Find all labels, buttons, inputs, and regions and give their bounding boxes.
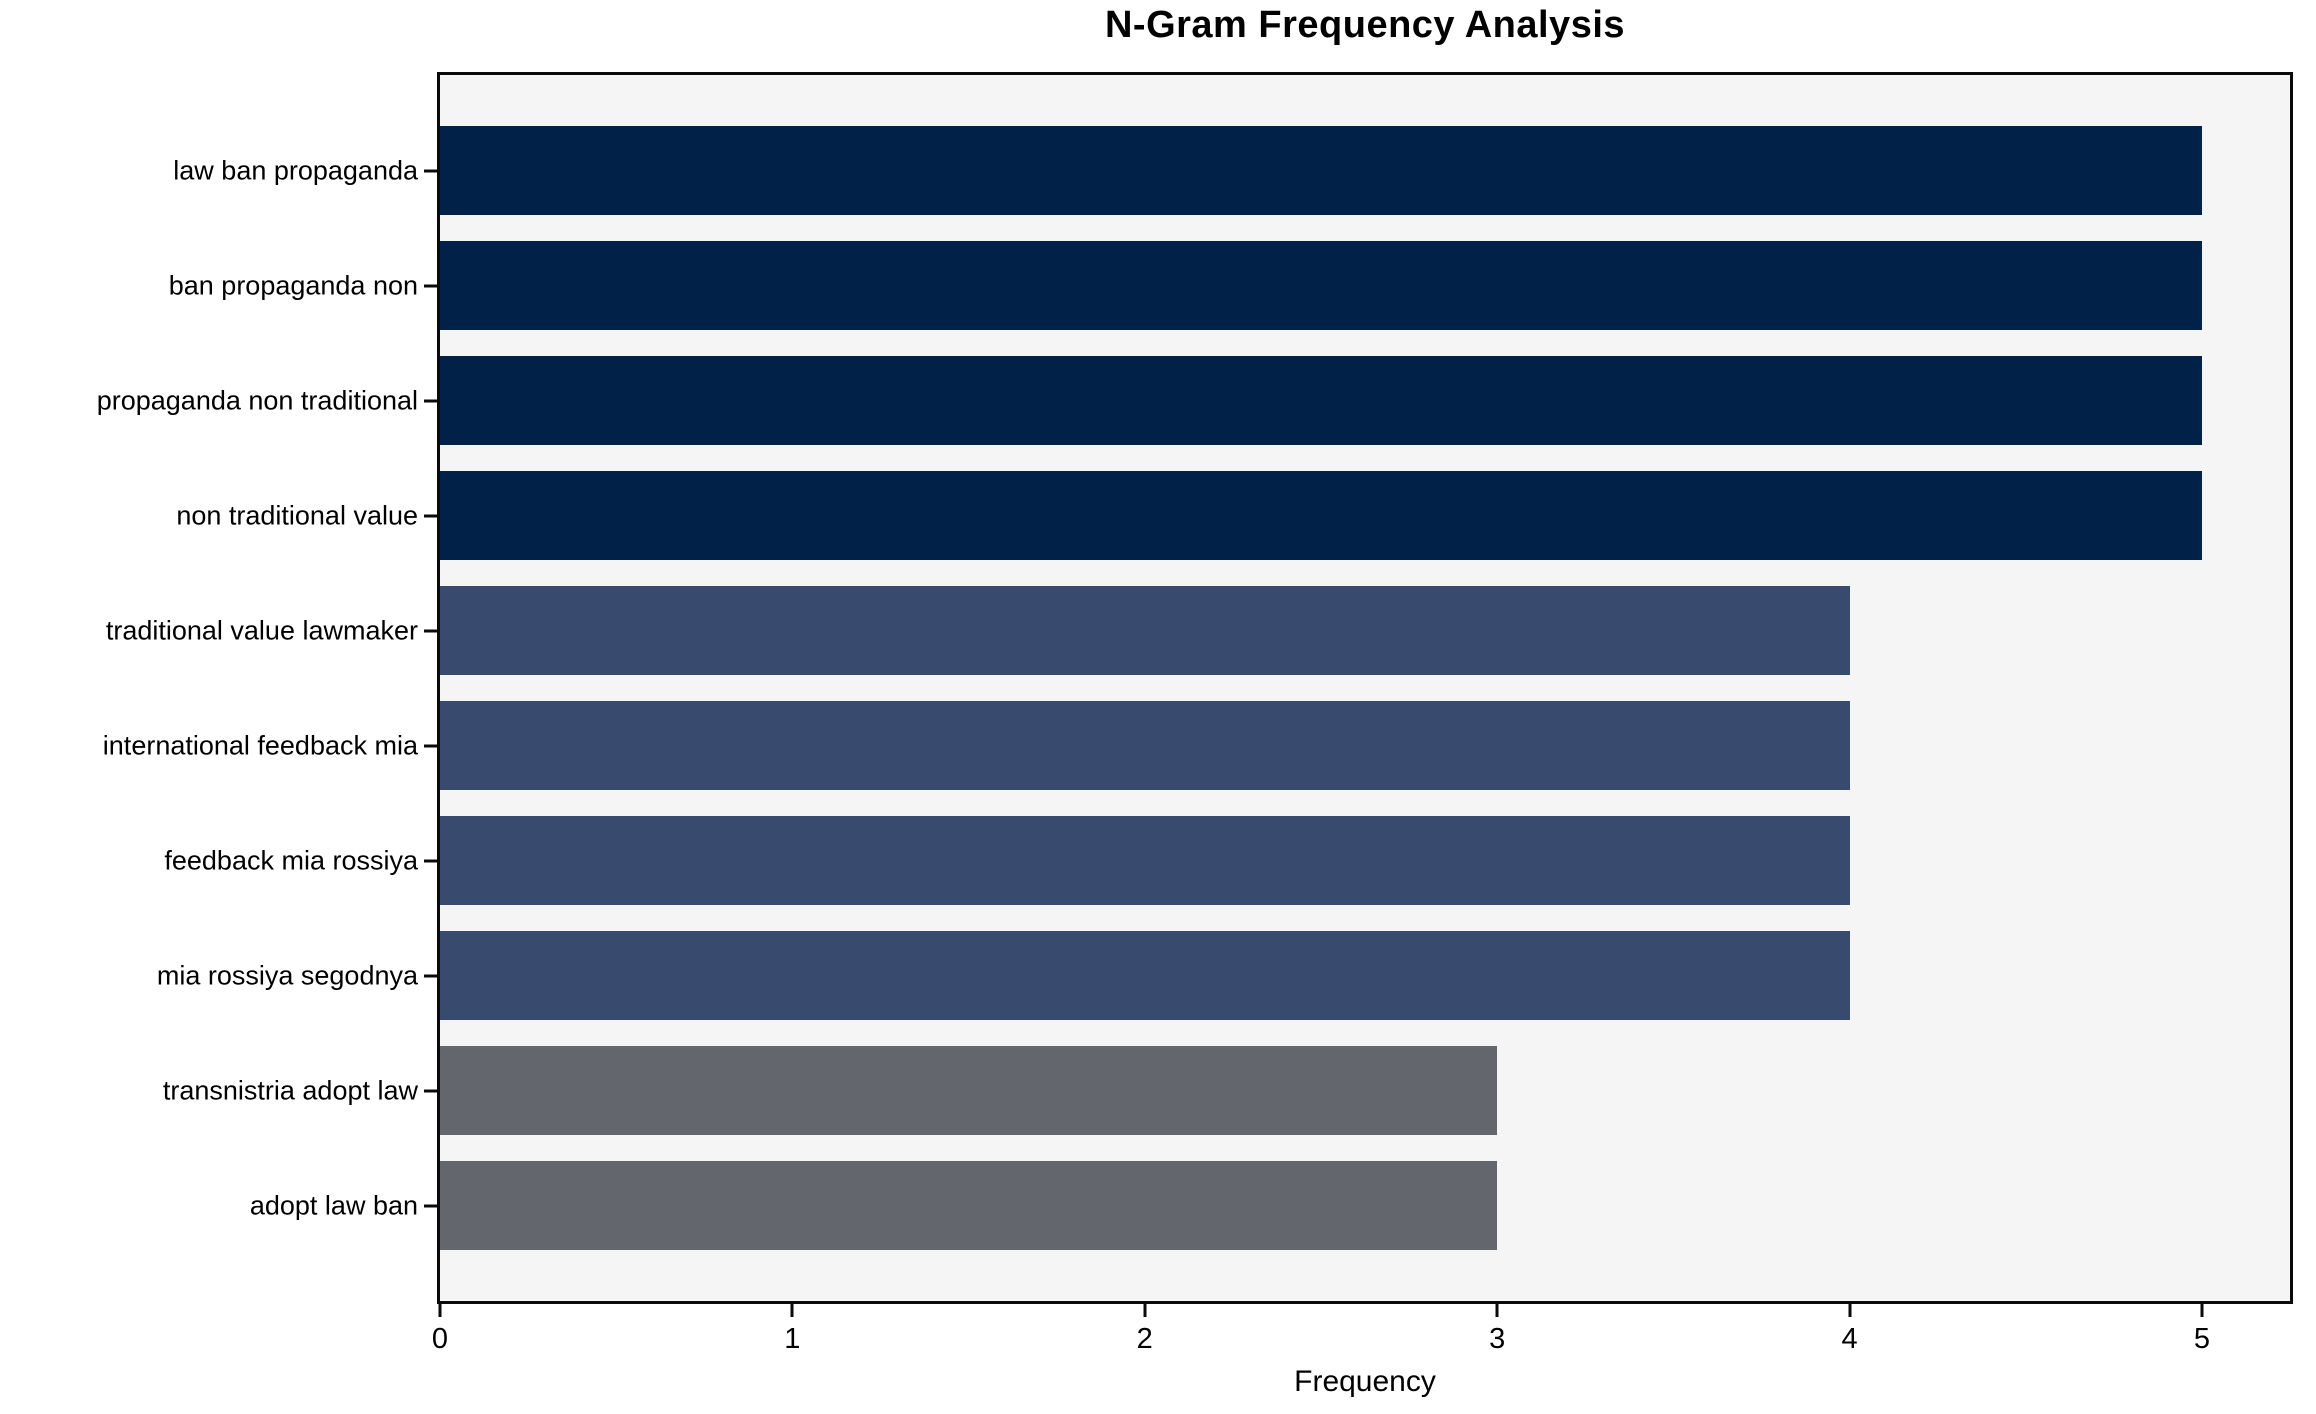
bar-row: transnistria adopt law xyxy=(163,1046,2290,1135)
y-tick-mark xyxy=(424,1089,437,1092)
y-tick-mark xyxy=(424,514,437,517)
bar xyxy=(440,1161,1498,1250)
bar-row: international feedback mia xyxy=(103,701,2290,790)
bars-container: law ban propaganda ban propaganda non prop… xyxy=(97,75,2290,1301)
bar xyxy=(440,1046,1498,1135)
x-tick-label: 3 xyxy=(1489,1323,1506,1355)
bar-row: law ban propaganda xyxy=(173,126,2290,215)
y-axis-category-label: non traditional value xyxy=(176,500,418,530)
bar-row: feedback mia rossiya xyxy=(164,816,2290,905)
x-tick-label: 2 xyxy=(1136,1323,1153,1355)
x-tick-mark xyxy=(2200,1304,2204,1317)
chart-title: N-Gram Frequency Analysis xyxy=(1104,4,1626,46)
x-tick-label: 0 xyxy=(431,1323,449,1355)
x-tick-mark xyxy=(1848,1304,1852,1317)
bar xyxy=(440,931,1850,1020)
y-axis-category-label: international feedback mia xyxy=(102,730,418,760)
x-tick-mark xyxy=(1495,1304,1499,1317)
y-axis-category-label: ban propaganda non xyxy=(168,270,418,300)
y-axis-category-label: law ban propaganda xyxy=(173,155,418,185)
y-tick-mark xyxy=(424,859,437,862)
y-tick-mark xyxy=(424,744,437,747)
y-axis-category-label: adopt law ban xyxy=(249,1190,418,1220)
bar xyxy=(440,816,1850,905)
y-tick-mark xyxy=(424,629,437,632)
y-axis-category-label: feedback mia rossiya xyxy=(164,845,418,875)
y-tick-mark xyxy=(424,169,437,172)
bar-row: adopt law ban xyxy=(250,1161,2290,1250)
x-tick-label: 1 xyxy=(784,1323,801,1355)
y-tick-mark xyxy=(424,399,437,402)
x-tick-mark xyxy=(790,1304,794,1317)
x-tick-label: 4 xyxy=(1841,1323,1858,1355)
bar-row: traditional value lawmaker xyxy=(106,586,2290,675)
bar-row: propaganda non traditional xyxy=(97,356,2290,445)
y-axis-category-label: propaganda non traditional xyxy=(96,385,418,415)
plot-area: law ban propaganda ban propaganda non prop… xyxy=(97,72,2293,1398)
y-tick-mark xyxy=(424,284,437,287)
y-tick-mark xyxy=(424,974,437,977)
bar xyxy=(440,126,2202,215)
bar-row: mia rossiya segodnya xyxy=(157,931,2290,1020)
bar xyxy=(440,701,1850,790)
bar-row: ban propaganda non xyxy=(169,241,2290,330)
y-axis-category-label: transnistria adopt law xyxy=(162,1075,418,1105)
bar xyxy=(440,471,2202,560)
bar xyxy=(440,356,2202,445)
x-tick-mark xyxy=(438,1304,442,1317)
y-axis-category-label: traditional value lawmaker xyxy=(105,615,418,645)
x-axis-label: Frequency xyxy=(1294,1365,1436,1398)
y-tick-mark xyxy=(424,1204,437,1207)
bar-row: non traditional value xyxy=(176,471,2290,560)
y-axis-category-label: mia rossiya segodnya xyxy=(156,960,418,990)
x-tick-mark xyxy=(1143,1304,1147,1317)
bar xyxy=(440,586,1850,675)
x-tick-label: 5 xyxy=(2193,1323,2210,1355)
bar xyxy=(440,241,2202,330)
